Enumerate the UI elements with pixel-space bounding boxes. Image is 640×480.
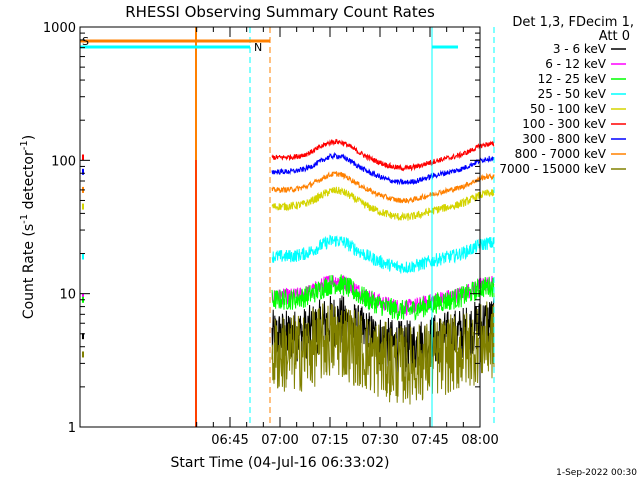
y-axis-label-end: )	[21, 135, 37, 140]
y-tick-label: 100	[51, 154, 76, 169]
series-line	[271, 170, 495, 205]
x-axis-label: Start Time (04-Jul-16 06:33:02)	[170, 455, 389, 471]
legend-label: 300 - 800 keV	[522, 132, 606, 146]
night-label: N	[254, 41, 262, 54]
y-axis-label-sup2: -1	[19, 140, 30, 150]
y-tick-label: 1	[68, 421, 76, 436]
series-line	[271, 186, 495, 221]
x-tick-label: 08:00	[461, 433, 498, 448]
legend-label: 7000 - 15000 keV	[499, 162, 606, 176]
legend-label: 25 - 50 keV	[538, 87, 607, 101]
series-line	[271, 301, 495, 405]
saa-label: S	[82, 35, 89, 48]
legend-label: 800 - 7000 keV	[515, 147, 607, 161]
x-tick-label: 07:15	[311, 433, 348, 448]
legend-label: 12 - 25 keV	[538, 72, 607, 86]
x-tick-label: 07:45	[411, 433, 448, 448]
x-tick-label: 06:45	[211, 433, 248, 448]
chart-title: RHESSI Observing Summary Count Rates	[125, 3, 435, 21]
y-tick-label: 1000	[43, 21, 76, 36]
series-line	[271, 138, 495, 172]
series-line	[271, 152, 495, 186]
series-line	[271, 275, 495, 317]
y-axis-label-mid: detector	[21, 150, 37, 214]
y-axis-label: Count Rate (s-1 detector-1)	[19, 135, 37, 319]
legend-header-line1: Det 1,3, FDecim 1,	[512, 15, 634, 30]
series-line	[271, 274, 495, 321]
x-tick-label: 07:30	[361, 433, 398, 448]
axis-layer: 1 10 100 1000 06:45 07:00 07:15 07:30 07:45 08:00	[43, 21, 499, 448]
series-layer	[82, 138, 495, 405]
series-line	[271, 234, 495, 274]
y-axis-label-sup1: -1	[19, 214, 30, 224]
legend-label: 50 - 100 keV	[530, 102, 607, 116]
legend-label: 6 - 12 keV	[545, 57, 607, 71]
y-tick-label: 10	[59, 288, 76, 303]
legend-header-line2: Att 0	[599, 29, 630, 44]
footer-date: 1-Sep-2022 00:30	[556, 468, 637, 478]
x-tick-label: 07:00	[261, 433, 298, 448]
y-axis-label-main: Count Rate (s	[21, 224, 37, 319]
legend-label: 3 - 6 keV	[553, 42, 607, 56]
legend-label: 100 - 300 keV	[522, 117, 606, 131]
